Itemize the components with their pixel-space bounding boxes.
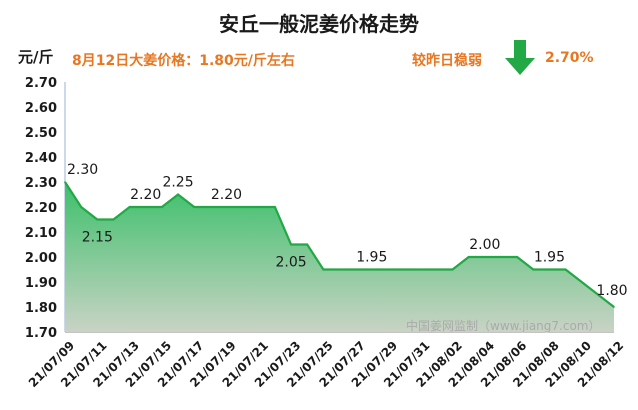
y-tick-label: 1.90 <box>25 276 57 291</box>
data-point <box>580 281 583 283</box>
data-point <box>80 206 82 208</box>
y-tick-label: 1.70 <box>25 326 57 341</box>
data-point <box>257 206 260 208</box>
data-label: 1.80 <box>596 283 627 299</box>
data-point <box>144 206 147 208</box>
data-point <box>306 243 309 246</box>
data-label: 1.95 <box>534 250 565 266</box>
data-point <box>484 256 486 258</box>
data-point <box>193 206 195 208</box>
price-area <box>65 182 614 332</box>
chart-title: 安丘一般泥姜价格走势 <box>219 12 419 36</box>
y-tick-label: 2.10 <box>25 226 57 241</box>
data-point <box>112 218 115 221</box>
data-point <box>532 268 535 271</box>
data-point <box>613 306 615 308</box>
data-point <box>564 268 567 271</box>
price-note: 8月12日大姜价格：1.80元/斤左右 <box>72 53 295 69</box>
data-point <box>322 268 325 271</box>
trend-percent: 2.70% <box>545 50 594 66</box>
y-tick-label: 2.40 <box>25 151 57 166</box>
data-point <box>548 268 551 271</box>
y-unit-label: 元/斤 <box>18 48 54 66</box>
data-point <box>241 206 244 208</box>
data-label: 2.20 <box>211 187 242 203</box>
y-tick-label: 2.70 <box>25 76 57 91</box>
data-point <box>128 206 131 208</box>
data-point <box>161 206 163 208</box>
data-point <box>354 268 357 271</box>
data-point <box>451 268 454 271</box>
data-point <box>435 268 438 271</box>
data-point <box>177 193 179 196</box>
data-label: 2.00 <box>469 237 500 253</box>
data-point <box>225 206 228 208</box>
data-label: 2.30 <box>67 162 98 178</box>
down-arrow-icon <box>505 40 535 75</box>
y-tick-label: 2.20 <box>25 201 57 216</box>
y-tick-label: 2.50 <box>25 126 57 141</box>
data-point <box>419 268 422 271</box>
data-label: 2.25 <box>162 175 193 191</box>
data-point <box>597 293 599 296</box>
trend-label: 较昨日稳弱 <box>412 53 482 69</box>
data-point <box>338 268 341 271</box>
data-point <box>516 256 518 258</box>
data-point <box>403 268 405 271</box>
data-point <box>467 256 470 258</box>
data-point <box>387 268 389 271</box>
data-label: 2.05 <box>275 255 306 271</box>
y-tick-label: 2.30 <box>25 176 57 191</box>
y-tick-label: 1.80 <box>25 301 57 316</box>
data-point <box>290 243 292 246</box>
data-point <box>209 206 212 208</box>
data-point <box>500 256 502 258</box>
data-point <box>370 268 373 271</box>
watermark: 中国姜网监制（www.jiang7.com） <box>406 318 600 333</box>
data-label: 2.20 <box>130 187 161 203</box>
y-tick-label: 2.00 <box>25 251 57 266</box>
y-tick-label: 2.60 <box>25 101 57 116</box>
data-point <box>274 206 276 208</box>
data-point <box>96 218 99 221</box>
data-point <box>64 181 66 183</box>
data-label: 1.95 <box>356 250 387 266</box>
data-label: 2.15 <box>82 230 113 246</box>
